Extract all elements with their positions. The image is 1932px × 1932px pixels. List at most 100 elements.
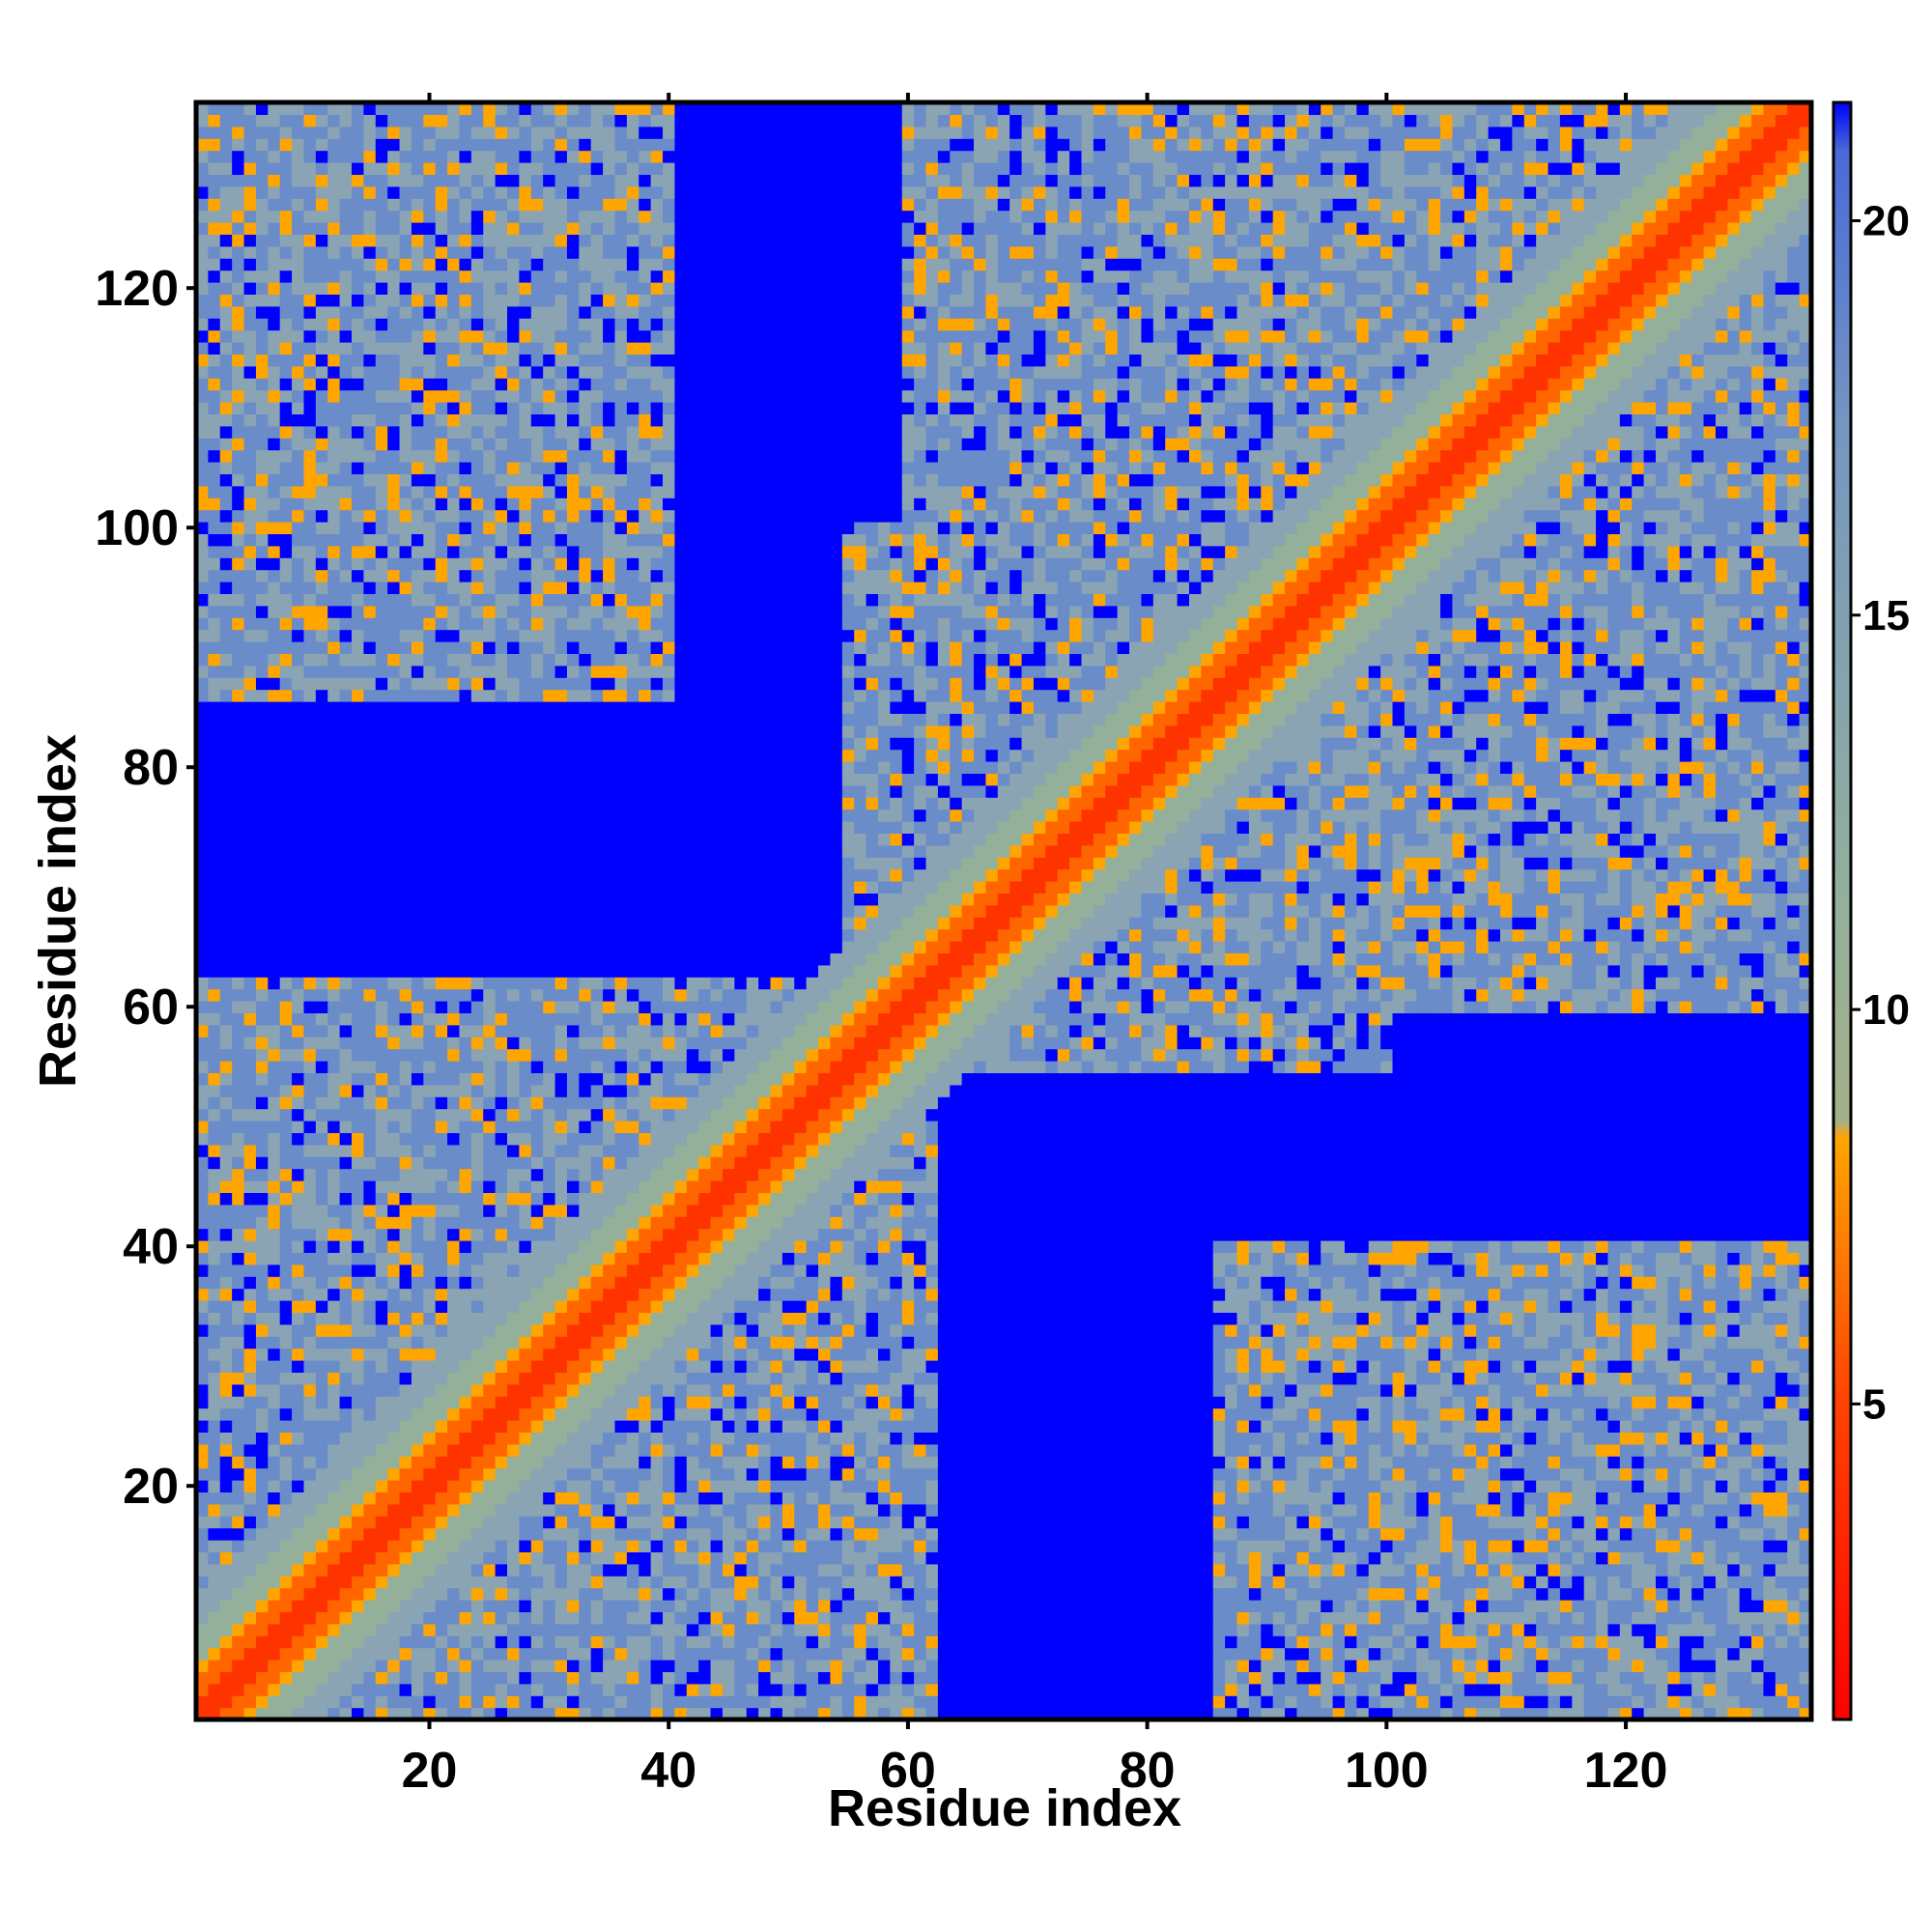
heatmap-cell bbox=[590, 1312, 604, 1325]
heatmap-cell bbox=[208, 917, 221, 930]
heatmap-cell bbox=[232, 1456, 245, 1469]
heatmap-cell bbox=[507, 1061, 520, 1073]
heatmap-cell bbox=[243, 282, 257, 295]
heatmap-cell bbox=[470, 724, 484, 738]
heatmap-cell bbox=[579, 1012, 592, 1026]
heatmap-cell bbox=[219, 617, 233, 631]
heatmap-cell bbox=[495, 1252, 508, 1265]
heatmap-cell bbox=[315, 389, 328, 403]
heatmap-cell bbox=[470, 1288, 484, 1301]
heatmap-cell bbox=[603, 977, 616, 990]
heatmap-cell bbox=[507, 1563, 520, 1577]
heatmap-cell bbox=[530, 522, 544, 534]
heatmap-cell bbox=[352, 1084, 364, 1097]
heatmap-cell bbox=[447, 413, 461, 427]
heatmap-cell bbox=[399, 1492, 412, 1505]
heatmap-cell bbox=[327, 282, 341, 295]
heatmap-cell bbox=[303, 1180, 317, 1193]
heatmap-cell bbox=[315, 449, 328, 463]
heatmap-cell bbox=[459, 1108, 472, 1122]
heatmap-cell bbox=[626, 928, 639, 942]
heatmap-cell bbox=[363, 318, 377, 331]
heatmap-cell bbox=[470, 1048, 484, 1062]
heatmap-cell bbox=[387, 1312, 401, 1325]
heatmap-cell bbox=[303, 773, 317, 786]
heatmap-cell bbox=[543, 282, 556, 295]
heatmap-cell bbox=[292, 1084, 305, 1097]
heatmap-cell bbox=[543, 665, 556, 678]
heatmap-cell bbox=[626, 1348, 639, 1361]
heatmap-cell bbox=[411, 844, 424, 858]
heatmap-cell bbox=[279, 1144, 293, 1157]
heatmap-cell bbox=[303, 1276, 317, 1290]
heatmap-cell bbox=[543, 1061, 556, 1073]
heatmap-cell bbox=[614, 126, 628, 139]
heatmap-cell bbox=[327, 809, 341, 822]
heatmap-cell bbox=[363, 210, 377, 223]
heatmap-cell bbox=[590, 1240, 604, 1253]
heatmap-cell bbox=[483, 102, 497, 115]
heatmap-cell bbox=[447, 1144, 461, 1157]
heatmap-cell bbox=[315, 1407, 328, 1421]
heatmap-cell bbox=[279, 329, 293, 343]
heatmap-cell bbox=[219, 1707, 233, 1720]
heatmap-cell bbox=[519, 928, 532, 942]
heatmap-cell bbox=[279, 1623, 293, 1636]
heatmap-cell bbox=[530, 533, 544, 547]
heatmap-cell bbox=[530, 928, 544, 942]
heatmap-cell bbox=[590, 198, 604, 212]
heatmap-cell bbox=[327, 1264, 341, 1277]
heatmap-cell bbox=[255, 1121, 269, 1133]
heatmap-cell bbox=[470, 1300, 484, 1313]
heatmap-cell bbox=[423, 389, 437, 403]
heatmap-cell bbox=[530, 497, 544, 511]
heatmap-cell bbox=[554, 1456, 568, 1469]
heatmap-cell bbox=[590, 222, 604, 235]
heatmap-cell bbox=[495, 413, 508, 427]
heatmap-cell bbox=[530, 1407, 544, 1421]
heatmap-cell bbox=[208, 1228, 221, 1241]
heatmap-cell bbox=[196, 485, 209, 498]
heatmap-cell bbox=[579, 1061, 592, 1073]
heatmap-cell bbox=[470, 737, 484, 751]
heatmap-cell bbox=[579, 617, 592, 631]
heatmap-cell bbox=[399, 1383, 412, 1397]
heatmap-cell bbox=[387, 617, 401, 631]
heatmap-cell bbox=[339, 928, 353, 942]
heatmap-cell bbox=[566, 1048, 580, 1062]
heatmap-cell bbox=[399, 1132, 412, 1146]
heatmap-cell bbox=[579, 365, 592, 379]
heatmap-cell bbox=[626, 533, 639, 547]
heatmap-cell bbox=[554, 485, 568, 498]
heatmap-cell bbox=[387, 761, 401, 774]
heatmap-cell bbox=[603, 1396, 616, 1409]
heatmap-cell bbox=[554, 1084, 568, 1097]
heatmap-cell bbox=[292, 952, 305, 966]
heatmap-cell bbox=[292, 784, 305, 798]
heatmap-cell bbox=[196, 1587, 209, 1601]
heatmap-cell bbox=[590, 1683, 604, 1696]
heatmap-cell bbox=[196, 1576, 209, 1589]
heatmap-cell bbox=[530, 1264, 544, 1277]
heatmap-cell bbox=[614, 653, 628, 667]
heatmap-cell bbox=[566, 1432, 580, 1445]
heatmap-cell bbox=[219, 1264, 233, 1277]
heatmap-cell bbox=[590, 569, 604, 582]
heatmap-cell bbox=[292, 1407, 305, 1421]
heatmap-cell bbox=[543, 270, 556, 283]
heatmap-cell bbox=[243, 737, 257, 751]
heatmap-cell bbox=[196, 784, 209, 798]
heatmap-cell bbox=[579, 1407, 592, 1421]
heatmap-cell bbox=[303, 1121, 317, 1133]
heatmap-cell bbox=[292, 282, 305, 295]
heatmap-cell bbox=[447, 952, 461, 966]
heatmap-cell bbox=[470, 1072, 484, 1086]
heatmap-cell bbox=[459, 868, 472, 882]
heatmap-cell bbox=[327, 1336, 341, 1350]
heatmap-cell bbox=[196, 677, 209, 691]
heatmap-cell bbox=[399, 150, 412, 163]
heatmap-cell bbox=[219, 964, 233, 978]
heatmap-cell bbox=[579, 977, 592, 990]
heatmap-cell bbox=[566, 713, 580, 726]
heatmap-cell bbox=[255, 1635, 269, 1649]
